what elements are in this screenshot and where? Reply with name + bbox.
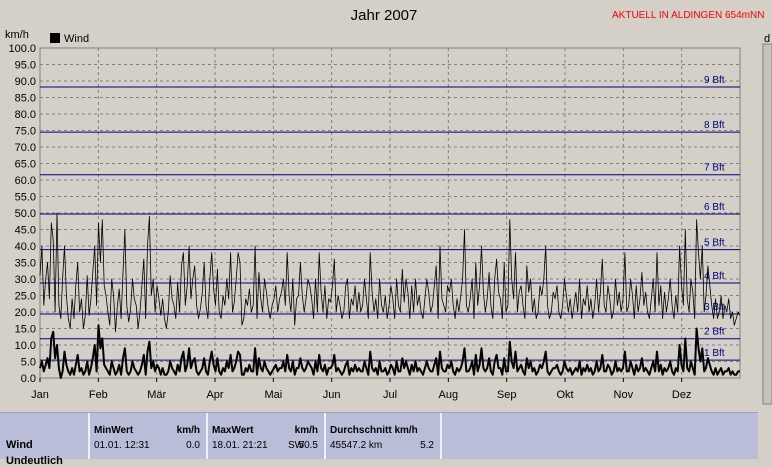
y-tick-label: 80.0: [15, 109, 36, 121]
x-tick-label: Jan: [31, 389, 49, 401]
y-tick-label: 40.0: [15, 241, 36, 253]
y-tick-label: 20.0: [15, 307, 36, 319]
stats-avg-cell: Durchschnitt km/h 45547.2 km 5.2: [326, 413, 442, 459]
legend-swatch: [50, 33, 60, 43]
x-tick-label: Apr: [206, 389, 223, 401]
max-unit: km/h: [294, 425, 318, 436]
max-datetime: 18.01. 21:21: [212, 440, 268, 451]
y-tick-label: 60.0: [15, 175, 36, 187]
beaufort-label: 2 Bft: [704, 327, 725, 338]
x-tick-label: Mär: [147, 389, 166, 401]
x-tick-label: Jul: [383, 389, 397, 401]
min-value: 0.0: [186, 440, 200, 451]
x-tick-label: Nov: [614, 389, 634, 401]
right-edge-panel: [762, 43, 772, 405]
y-axis-unit: km/h: [5, 29, 29, 41]
x-tick-label: Aug: [439, 389, 459, 401]
stats-min-cell: MinWert km/h 01.01. 12:31 0.0: [90, 413, 208, 459]
beaufort-label: 1 Bft: [704, 348, 725, 359]
beaufort-label: 8 Bft: [704, 120, 725, 131]
min-header: MinWert: [94, 425, 134, 436]
y-tick-label: 95.0: [15, 60, 36, 72]
y-tick-label: 75.0: [15, 126, 36, 138]
x-tick-label: Feb: [89, 389, 108, 401]
y-tick-label: 50.0: [15, 208, 36, 220]
y-tick-label: 30.0: [15, 274, 36, 286]
stats-row-label-2: Undeutlich: [6, 455, 63, 467]
max-header: MaxWert: [212, 425, 254, 436]
y-tick-label: 100.0: [8, 43, 36, 55]
beaufort-label: 9 Bft: [704, 75, 725, 86]
min-unit: km/h: [176, 425, 200, 436]
stats-row-label: Wind: [6, 439, 33, 451]
plot-area: 0.0 5.0 10.0 15.0 20.0 25.0 30.0 35.0 40.0 45.0 50…: [8, 43, 741, 401]
wind-chart: Jahr 2007 AKTUELL IN ALDINGEN 654mNN km/…: [5, 7, 772, 405]
x-tick-label: Sep: [497, 389, 517, 401]
legend-label: Wind: [64, 33, 89, 45]
beaufort-label: 6 Bft: [704, 202, 725, 213]
y-tick-label: 25.0: [15, 291, 36, 303]
x-tick-label: Okt: [556, 389, 573, 401]
y-tick-label: 45.0: [15, 225, 36, 237]
beaufort-label: 7 Bft: [704, 163, 725, 174]
beaufort-label: 4 Bft: [704, 271, 725, 282]
y-tick-label: 55.0: [15, 192, 36, 204]
stats-panel: Wind Undeutlich MinWert km/h 01.01. 12:3…: [0, 412, 758, 467]
status-text: AKTUELL IN ALDINGEN 654mNN: [612, 10, 764, 21]
wind-average-line: [39, 324, 740, 379]
y-tick-label: 65.0: [15, 159, 36, 171]
beaufort-label: 5 Bft: [704, 238, 725, 249]
avg-distance: 45547.2 km: [330, 440, 383, 451]
y-tick-label: 0.0: [21, 373, 36, 385]
x-tick-label: Dez: [672, 389, 692, 401]
x-tick-label: Mai: [264, 389, 282, 401]
max-value: 50.5: [298, 440, 318, 451]
min-datetime: 01.01. 12:31: [94, 440, 150, 451]
avg-value: 5.2: [420, 440, 434, 451]
max-direction: SW: [288, 440, 305, 451]
wind-max-line: [39, 212, 741, 333]
x-tick-label: Jun: [323, 389, 341, 401]
y-tick-label: 90.0: [15, 76, 36, 88]
y-tick-label: 70.0: [15, 142, 36, 154]
y-tick-label: 35.0: [15, 258, 36, 270]
y-tick-label: 85.0: [15, 93, 36, 105]
y-tick-label: 5.0: [21, 357, 36, 369]
right-unit-fragment: d: [764, 33, 770, 45]
stats-label-cell: Wind Undeutlich: [0, 413, 90, 467]
y-tick-label: 15.0: [15, 324, 36, 336]
chart-title: Jahr 2007: [351, 7, 418, 24]
y-tick-label: 10.0: [15, 340, 36, 352]
avg-header: Durchschnitt km/h: [330, 425, 418, 436]
stats-max-cell: MaxWert km/h 18.01. 21:21 SW 50.5: [208, 413, 326, 459]
